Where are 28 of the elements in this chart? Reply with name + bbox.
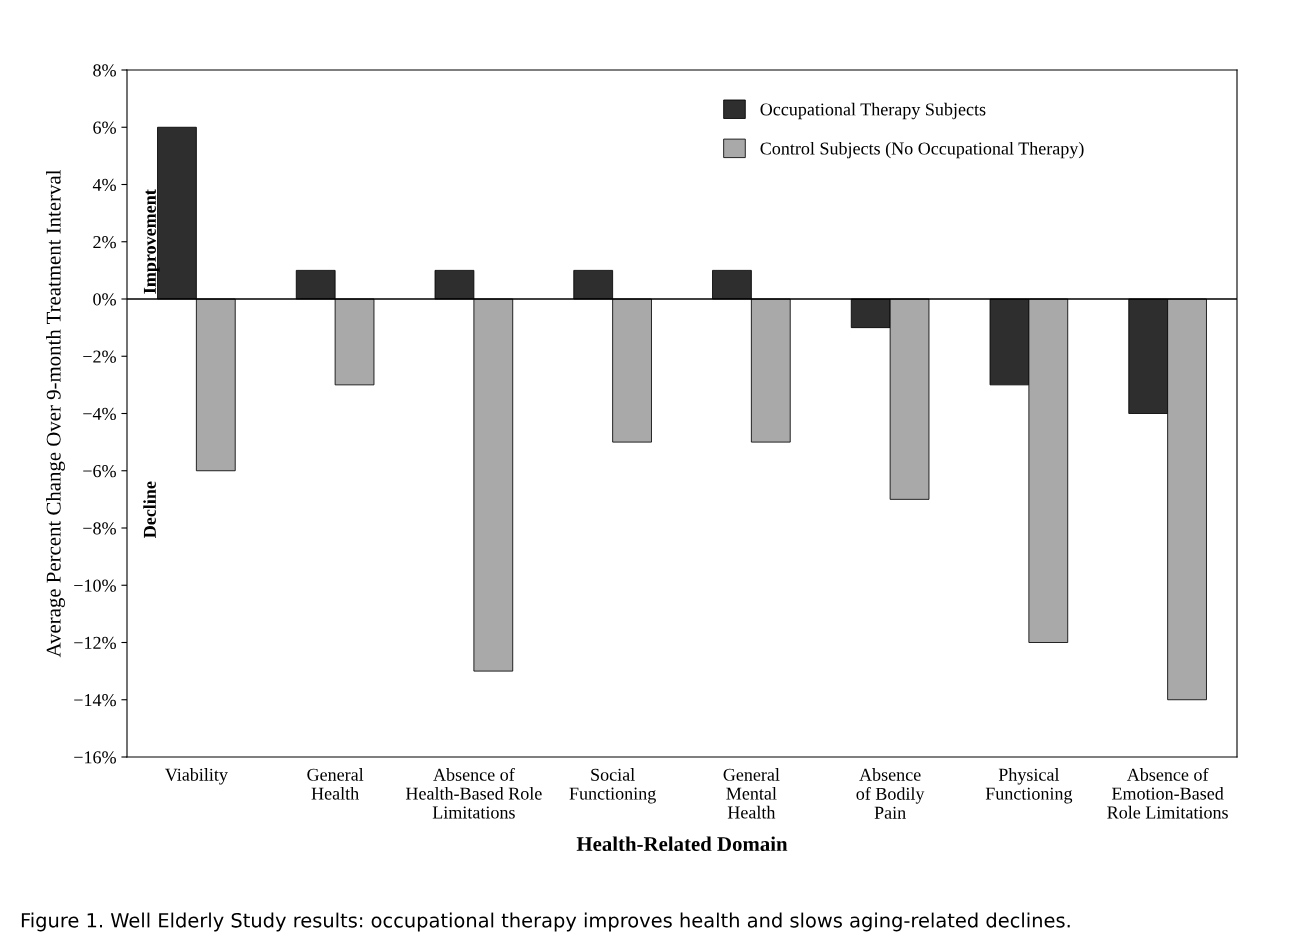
legend-label: Control Subjects (No Occupational Therapy) (760, 141, 1084, 159)
annotation: Decline (143, 481, 156, 538)
x-tick-label: Physical Functioning (985, 768, 1073, 804)
x-tick-label: Social Functioning (569, 768, 656, 804)
y-axis-title: Average Percent Change Over 9-month Treatment Interval (46, 169, 65, 658)
y-tick-label: 2% (93, 236, 116, 249)
x-tick-label: General Mental Health (723, 768, 780, 819)
y-tick-label: 0% (93, 293, 116, 306)
x-tick-label: Viability (165, 768, 228, 785)
y-tick-label: −8% (83, 522, 116, 535)
y-tick-label: −2% (83, 350, 116, 363)
y-tick-label: −14% (74, 694, 116, 707)
y-tick-label: 6% (93, 121, 116, 134)
caption: Figure 1. Well Elderly Study results: occupational therapy improves health and slows aging-related declines. (21, 912, 1070, 932)
y-tick-label: −12% (74, 636, 116, 649)
x-tick-label: Absence of Health-Based Role Limitations (405, 767, 542, 819)
y-tick-label: 4% (92, 178, 116, 191)
y-tick-label: 8% (93, 64, 116, 77)
x-tick-label: General Health (307, 768, 364, 800)
y-tick-label: −6% (83, 465, 116, 478)
y-tick-label: −10% (74, 579, 116, 592)
legend-label: Occupational Therapy Subjects (760, 102, 986, 120)
y-tick-label: −4% (83, 407, 116, 420)
x-axis-title: Health-Related Domain (576, 836, 788, 852)
x-tick-label: Absence of Emotion-Based Role Limitations (1107, 767, 1228, 819)
x-tick-label: Absence of Bodily Pain (856, 768, 925, 819)
y-tick-label: −16% (74, 751, 116, 764)
annotation: Improvement (143, 189, 160, 294)
